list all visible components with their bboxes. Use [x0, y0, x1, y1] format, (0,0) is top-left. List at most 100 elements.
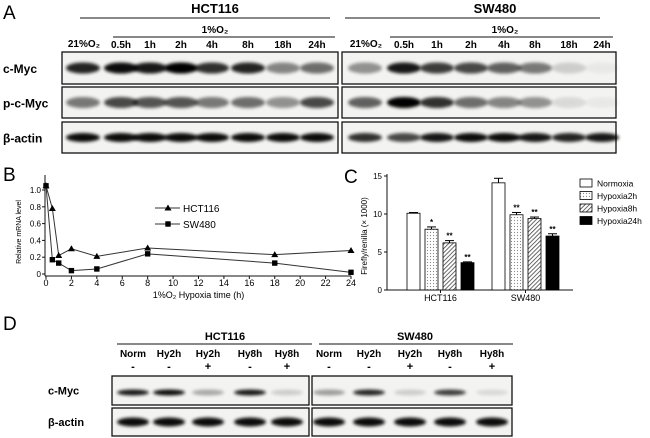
treatment-sign: - — [367, 361, 371, 373]
band — [454, 97, 488, 108]
x-tick-label: 24 — [346, 278, 356, 288]
band — [231, 97, 265, 108]
treatment-sign: + — [284, 361, 290, 373]
significance-mark: ** — [464, 253, 471, 262]
band — [454, 62, 488, 74]
x-tick-label: 16 — [244, 278, 254, 288]
legend-swatch — [579, 216, 593, 225]
lane-label-normoxia: 21%O₂ — [350, 39, 382, 50]
square-marker — [94, 266, 100, 272]
band — [104, 62, 138, 74]
significance-mark: ** — [549, 225, 556, 234]
x-tick-label: 12 — [193, 278, 203, 288]
significance-mark: ** — [513, 203, 520, 212]
y-tick-label: 15 — [373, 172, 382, 181]
y-tick-label: 1.0 — [30, 186, 42, 195]
y-tick-label: 10 — [373, 210, 382, 219]
legend-label: Hypoxia24h — [597, 216, 642, 226]
treatment-sign: - — [327, 361, 331, 373]
x-tick-label: 10 — [168, 278, 178, 288]
band — [234, 417, 266, 427]
lane-label-time: 24h — [308, 40, 325, 51]
bar-hypoxia2h — [424, 228, 439, 291]
panel-label-d: D — [3, 314, 17, 335]
band — [266, 97, 300, 108]
x-tick-label: 14 — [219, 278, 229, 288]
y-axis-label: Relative mRNA level — [16, 200, 23, 264]
band — [353, 417, 385, 427]
band — [434, 389, 466, 396]
band — [66, 62, 100, 74]
panel-label-a: A — [3, 3, 16, 24]
square-marker — [348, 269, 354, 276]
band — [104, 97, 138, 108]
band — [66, 97, 100, 108]
band — [454, 133, 488, 142]
triangle-marker — [67, 245, 75, 252]
lane-label-time: 0.5h — [111, 40, 131, 51]
band — [313, 389, 345, 396]
band — [476, 389, 508, 396]
lane-label-time: 24h — [593, 40, 610, 51]
band — [231, 133, 265, 142]
band — [66, 133, 100, 142]
band — [266, 133, 300, 142]
lane-label: Hy2h — [398, 349, 422, 360]
lane-label: Norm — [120, 349, 146, 360]
panel-label-c: C — [344, 167, 358, 188]
lane-label-time: 2h — [175, 40, 187, 51]
y-tick-label: 0 — [378, 286, 383, 295]
band — [552, 97, 586, 108]
lane-label-time: 4h — [206, 40, 218, 51]
square-marker — [49, 257, 56, 263]
treatment-sign: - — [448, 361, 452, 373]
cell-line-title-sw480: SW480 — [474, 1, 517, 16]
band — [585, 62, 619, 74]
lane-label-time: 1h — [144, 40, 156, 51]
treatment-sign: - — [167, 361, 171, 373]
square-marker — [144, 251, 151, 257]
y-tick-label: 0.2 — [30, 253, 42, 262]
lane-label-time: 0.5h — [394, 40, 414, 51]
band — [313, 417, 345, 427]
legend-label: HCT116 — [183, 204, 220, 215]
x-tick-label: 0 — [43, 278, 48, 288]
band — [164, 62, 198, 74]
triangle-marker — [347, 246, 355, 253]
band — [234, 389, 266, 396]
lane-label-time: 2h — [465, 40, 477, 51]
band — [518, 62, 552, 74]
legend-label: Hypoxia8h — [597, 204, 637, 214]
band — [117, 417, 149, 427]
band — [271, 389, 303, 396]
significance-mark: ** — [446, 232, 453, 241]
band — [133, 97, 167, 108]
cell-line-title-hct116: HCT116 — [191, 1, 239, 16]
bar-normoxia — [406, 212, 421, 291]
x-tick-label: SW480 — [511, 293, 541, 303]
treatment-sign: + — [205, 361, 211, 373]
row-label: p-c-Myc — [3, 97, 49, 111]
legend-swatch — [579, 178, 593, 188]
lane-label-time: 18h — [274, 40, 291, 51]
band — [164, 133, 198, 142]
x-tick-label: 22 — [321, 278, 331, 288]
legend-label: Hypoxia2h — [597, 191, 637, 201]
triangle-marker — [144, 244, 152, 251]
cell-line-title-sw480: SW480 — [397, 331, 433, 343]
legend-swatch — [579, 203, 593, 213]
y-tick-label: 0.6 — [30, 220, 42, 229]
lane-label: Hy2h — [357, 349, 381, 360]
band — [552, 133, 586, 142]
bar-normoxia — [491, 182, 506, 291]
triangle-marker — [271, 251, 279, 258]
lane-label-time: 4h — [498, 40, 510, 51]
band — [164, 97, 198, 108]
band — [192, 389, 224, 396]
band — [420, 97, 454, 108]
lane-label: Hy8h — [438, 349, 462, 360]
band — [348, 97, 382, 108]
lane-label: Norm — [316, 349, 342, 360]
treatment-sign: - — [131, 361, 135, 373]
lane-label-time: 18h — [560, 40, 577, 51]
